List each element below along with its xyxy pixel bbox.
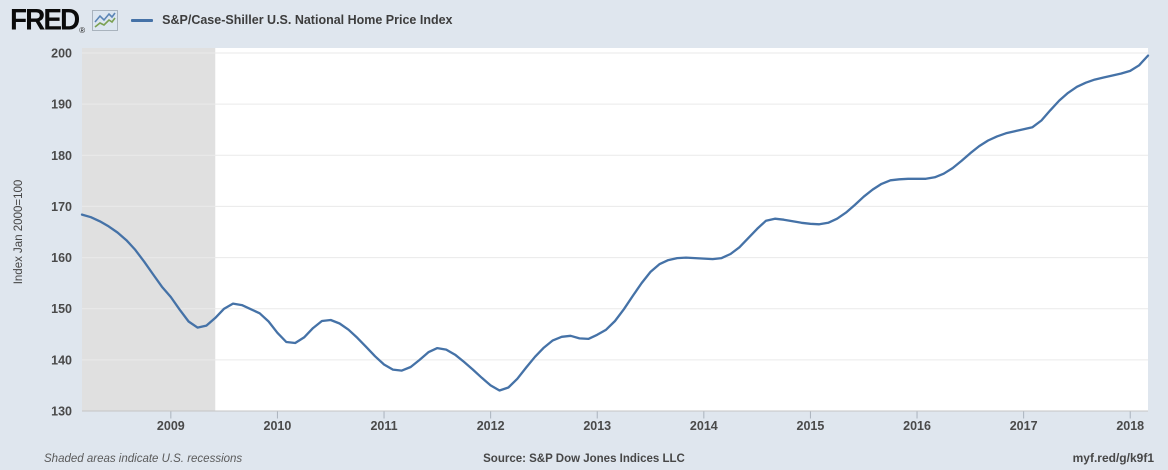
x-tick-label: 2013: [583, 419, 611, 433]
x-tick-label: 2014: [690, 419, 718, 433]
y-tick-label: 200: [51, 47, 72, 61]
recession-note: Shaded areas indicate U.S. recessions: [44, 453, 243, 465]
y-tick-label: 150: [51, 302, 72, 316]
x-tick-label: 2017: [1010, 419, 1038, 433]
x-tick-label: 2015: [797, 419, 825, 433]
price-line: [80, 54, 1150, 392]
y-tick-label: 180: [51, 149, 72, 163]
y-tick-label: 140: [51, 353, 72, 367]
y-tick-label: 130: [51, 405, 72, 419]
fred-sparkline-icon: [92, 9, 119, 31]
y-tick-label: 160: [51, 251, 72, 265]
x-tick-label: 2009: [157, 419, 185, 433]
x-tick-label: 2011: [370, 419, 397, 433]
legend-line-sample: [131, 18, 154, 22]
x-tick-label: 2010: [264, 419, 292, 433]
plot-area: [82, 48, 1148, 412]
y-tick-label: 170: [51, 200, 72, 214]
x-tick-label: 2012: [477, 419, 505, 433]
y-axis-title: Index Jan 2000=100: [13, 180, 25, 285]
x-tick-label: 2018: [1116, 419, 1144, 433]
series-title: S&P/Case-Shiller U.S. National Home Pric…: [162, 13, 453, 27]
y-tick-label: 190: [51, 98, 72, 112]
source-text: Source: S&P Dow Jones Indices LLC: [483, 453, 685, 465]
graph-header: FRED ® S&P/Case-Shiller U.S. National Ho…: [0, 0, 1168, 40]
graph-footer: Shaded areas indicate U.S. recessions So…: [0, 450, 1168, 466]
fred-logo: FRED: [10, 3, 80, 36]
registered-mark-icon: ®: [79, 26, 86, 35]
recession-band: [82, 48, 216, 412]
permalink[interactable]: myf.red/g/k9f1: [1072, 451, 1154, 465]
x-tick-label: 2016: [903, 419, 931, 433]
